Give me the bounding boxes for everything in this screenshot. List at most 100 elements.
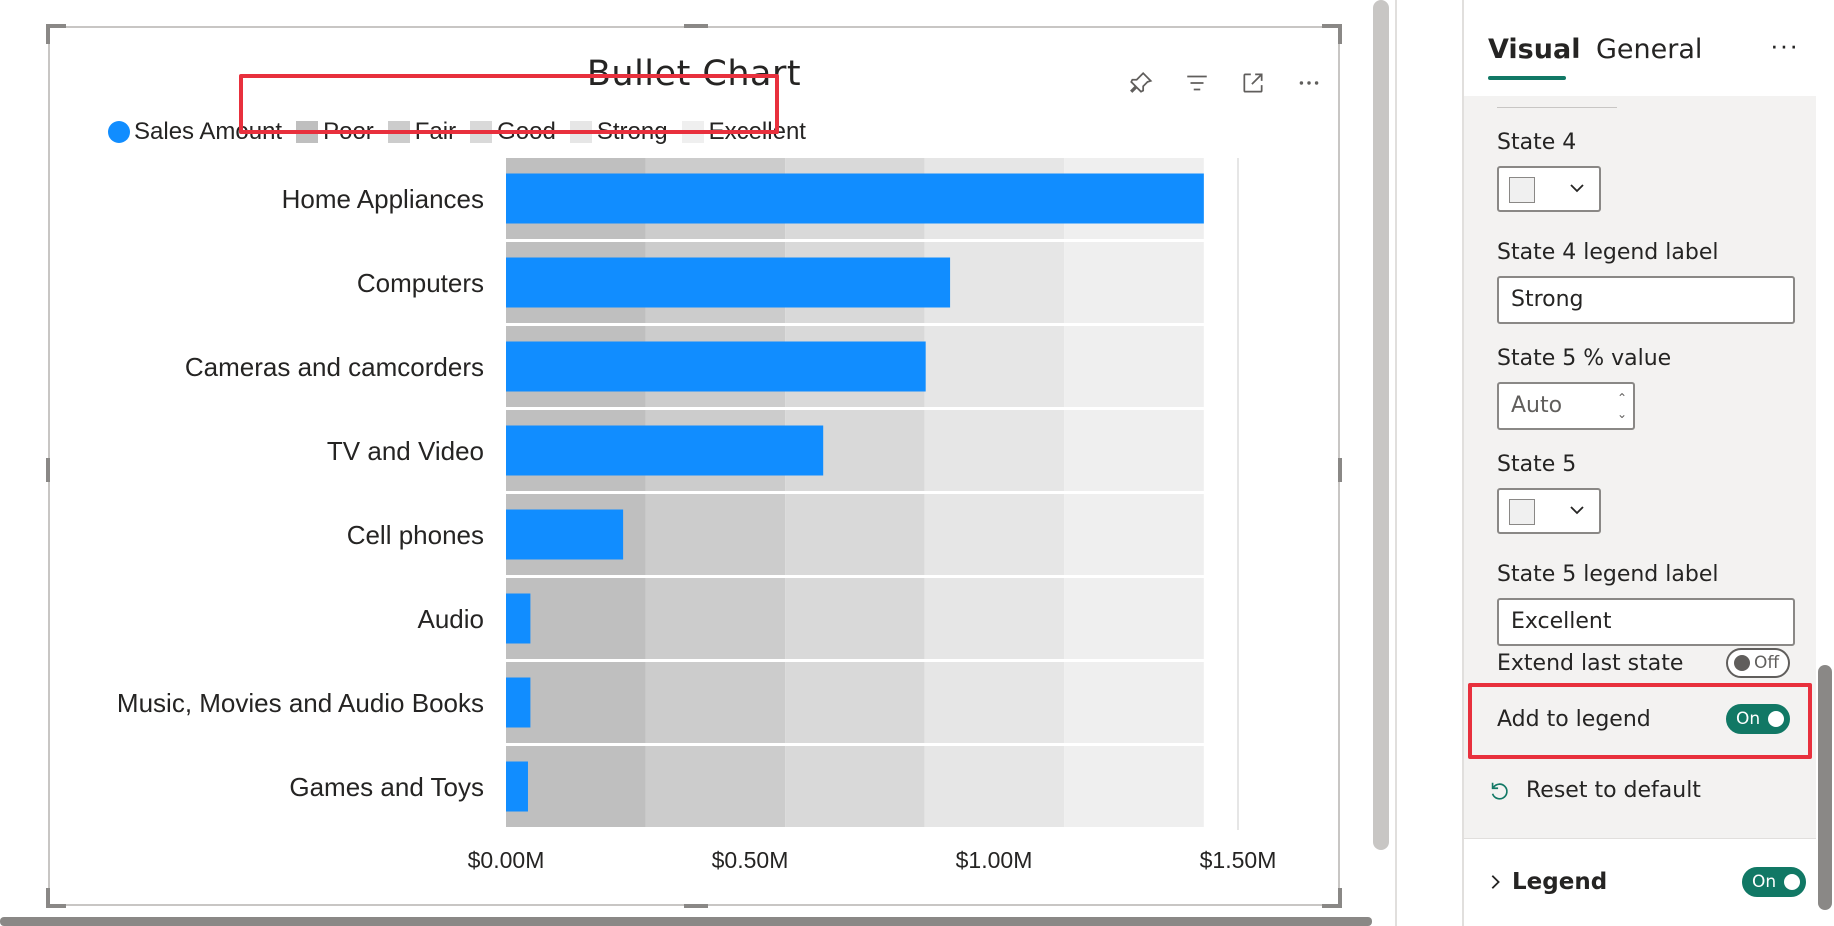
state5-color-picker[interactable]: [1497, 488, 1601, 534]
resize-corner-top-left[interactable]: [46, 24, 66, 44]
band-good: [785, 494, 925, 575]
band-excellent: [1064, 662, 1204, 743]
chevron-right-icon: [1491, 875, 1500, 889]
more-options-icon[interactable]: [1292, 66, 1326, 100]
chart-plot-area: Home Appliances Computers Cameras and camc…: [117, 158, 1277, 873]
band-excellent: [1064, 326, 1204, 407]
format-pane: Visual General ··· State 4 State 4 legen…: [1462, 0, 1834, 926]
state4-legend-label-input[interactable]: Strong: [1497, 276, 1795, 324]
band-strong: [924, 662, 1065, 743]
x-tick-label: $0.50M: [712, 847, 789, 873]
state5-legend-label-title: State 5 legend label: [1497, 562, 1719, 587]
pane-tab-bar: Visual General ···: [1464, 0, 1834, 96]
band-good: [785, 578, 925, 659]
state5-pct-value: Auto: [1511, 393, 1563, 418]
toggle-knob: [1734, 655, 1750, 671]
tab-general[interactable]: General: [1596, 34, 1703, 65]
bullet-chart-visual[interactable]: Bullet Chart Sales Amount Poor: [46, 24, 1342, 908]
tab-visual[interactable]: Visual: [1488, 34, 1581, 65]
state4-color-swatch: [1509, 177, 1535, 203]
band-strong: [924, 746, 1065, 827]
legend-section-header[interactable]: Legend On: [1464, 838, 1816, 926]
bar[interactable]: [506, 677, 531, 728]
reset-icon: [1491, 782, 1508, 800]
category-label: Music, Movies and Audio Books: [117, 688, 484, 718]
pane-divider: [1395, 0, 1397, 926]
band-good: [785, 746, 925, 827]
active-tab-indicator: [1488, 76, 1566, 80]
add-to-legend-label: Add to legend: [1497, 707, 1651, 732]
focus-mode-icon[interactable]: [1236, 66, 1270, 100]
spin-arrows-icon[interactable]: ⌃ ⌄: [1616, 391, 1627, 421]
state5-pct-stepper[interactable]: Auto ⌃ ⌄: [1497, 382, 1635, 430]
bar[interactable]: [506, 509, 624, 560]
canvas-horizontal-scrollbar[interactable]: [0, 917, 1372, 926]
category-label: Cameras and camcorders: [185, 352, 484, 382]
x-tick-label: $1.00M: [956, 847, 1033, 873]
band-fair: [645, 746, 786, 827]
band-fair: [645, 494, 786, 575]
bar[interactable]: [506, 341, 926, 392]
resize-handle-left[interactable]: [46, 458, 50, 482]
bar[interactable]: [506, 593, 531, 644]
toggle-state-text: On: [1736, 709, 1761, 729]
band-good: [785, 662, 925, 743]
category-label: TV and Video: [327, 436, 484, 466]
resize-corner-top-right[interactable]: [1322, 24, 1342, 44]
state4-label: State 4: [1497, 130, 1577, 155]
band-excellent: [1064, 242, 1204, 323]
chevron-down-icon: [1570, 506, 1584, 515]
resize-corner-bottom-right[interactable]: [1322, 888, 1342, 908]
resize-handle-right[interactable]: [1338, 458, 1342, 482]
band-excellent: [1064, 578, 1204, 659]
x-tick-label: $0.00M: [468, 847, 545, 873]
bar[interactable]: [506, 257, 951, 308]
extend-last-state-toggle[interactable]: Off: [1726, 648, 1790, 678]
pane-more-options-icon[interactable]: ···: [1770, 30, 1799, 60]
bar[interactable]: [506, 173, 1204, 224]
filter-icon[interactable]: [1180, 66, 1214, 100]
state5-legend-label-input[interactable]: Excellent: [1497, 598, 1795, 646]
band-excellent: [1064, 494, 1204, 575]
canvas-vertical-scrollbar[interactable]: [1373, 0, 1389, 850]
state5-color-swatch: [1509, 499, 1535, 525]
band-poor: [506, 746, 646, 827]
category-label: Games and Toys: [289, 772, 484, 802]
band-strong: [924, 578, 1065, 659]
bar[interactable]: [506, 425, 824, 476]
state4-color-picker[interactable]: [1497, 166, 1601, 212]
category-label: Computers: [357, 268, 484, 298]
toggle-state-text: Off: [1754, 653, 1780, 673]
band-strong: [924, 494, 1065, 575]
pin-icon[interactable]: [1124, 66, 1158, 100]
band-strong: [924, 410, 1065, 491]
category-label: Cell phones: [347, 520, 484, 550]
toggle-state-text: On: [1752, 872, 1777, 892]
reset-label: Reset to default: [1526, 778, 1701, 803]
pane-scrollbar[interactable]: [1818, 665, 1832, 910]
resize-handle-top[interactable]: [684, 24, 708, 28]
add-to-legend-toggle[interactable]: On: [1726, 704, 1790, 734]
legend-section-toggle[interactable]: On: [1742, 867, 1806, 897]
band-fair: [645, 578, 786, 659]
resize-corner-bottom-left[interactable]: [46, 888, 66, 908]
state4-legend-label-title: State 4 legend label: [1497, 240, 1719, 265]
x-tick-label: $1.50M: [1200, 847, 1277, 873]
resize-handle-bottom[interactable]: [684, 904, 708, 908]
chevron-down-icon: [1570, 184, 1584, 193]
band-strong: [924, 326, 1065, 407]
divider-line: [1497, 107, 1617, 108]
toggle-knob: [1768, 711, 1784, 727]
pane-body: State 4 State 4 legend label Strong Stat…: [1464, 96, 1816, 926]
toggle-knob: [1784, 874, 1800, 890]
legend-section-label: Legend: [1512, 869, 1608, 895]
reset-to-default-button[interactable]: Reset to default: [1488, 778, 1701, 803]
legend-marker: [108, 121, 130, 143]
band-excellent: [1064, 746, 1204, 827]
band-fair: [645, 662, 786, 743]
category-label: Home Appliances: [282, 184, 484, 214]
bar[interactable]: [506, 761, 528, 812]
band-excellent: [1064, 410, 1204, 491]
states-settings-card: State 4 State 4 legend label Strong Stat…: [1464, 96, 1816, 838]
